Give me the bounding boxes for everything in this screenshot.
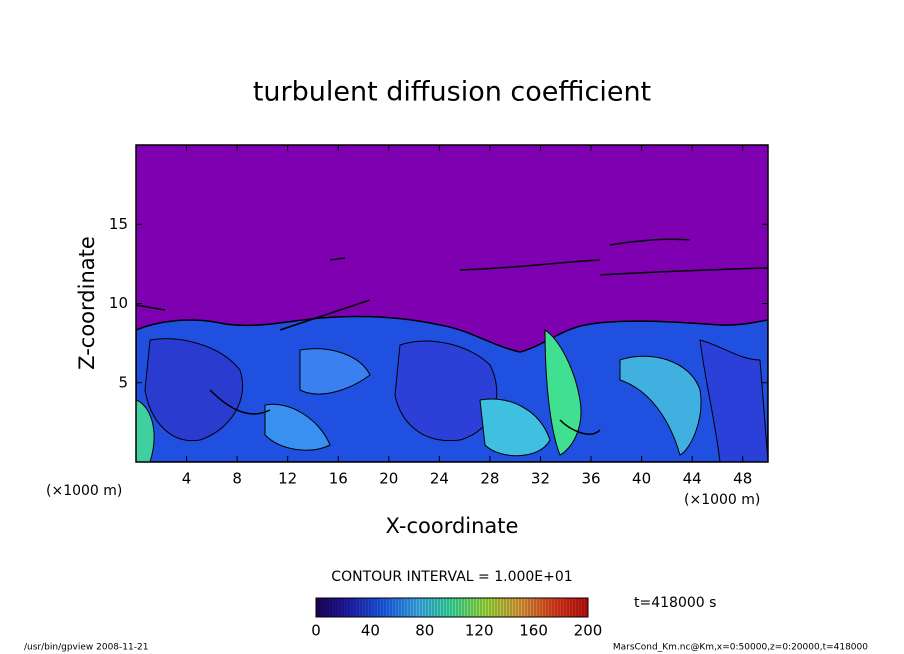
- x-axis-title: X-coordinate: [386, 514, 519, 538]
- y-tick-label: 10: [109, 294, 128, 312]
- x-tick-label: 32: [531, 470, 550, 488]
- colorbar-frame: [315, 597, 589, 618]
- y-tick-label: 15: [109, 215, 128, 233]
- chart-title: turbulent diffusion coefficient: [253, 77, 651, 108]
- x-unit-label: (×1000 m): [46, 483, 122, 499]
- time-label: t=418000 s: [634, 595, 716, 611]
- colorbar-tick-label: 80: [415, 622, 434, 640]
- footer-right: MarsCond_Km.nc@Km,x=0:50000,z=0:20000,t=…: [613, 643, 868, 653]
- colorbar-tick-label: 40: [361, 622, 380, 640]
- x-tick-label: 24: [430, 470, 449, 488]
- colorbar-tick-label: 160: [519, 622, 548, 640]
- x-tick-label: 12: [278, 470, 297, 488]
- footer-left: /usr/bin/gpview 2008-11-21: [24, 643, 148, 653]
- colorbar-stripes: [318, 598, 587, 617]
- x-tick-label: 48: [733, 470, 752, 488]
- x-tick-label: 40: [632, 470, 651, 488]
- x-tick-label: 36: [581, 470, 600, 488]
- x-tick-label: 28: [480, 470, 499, 488]
- colorbar-tick-label: 200: [574, 622, 603, 640]
- contour-interval: CONTOUR INTERVAL = 1.000E+01: [331, 569, 572, 585]
- x-tick-label: 4: [182, 470, 192, 488]
- y-axis-title: Z-coordinate: [75, 236, 99, 370]
- colorbar-tick-label: 120: [465, 622, 494, 640]
- x-tick-label: 44: [683, 470, 702, 488]
- y-tick-label: 5: [118, 373, 128, 391]
- field: [136, 238, 768, 462]
- colorbar-tick-label: 0: [311, 622, 321, 640]
- x-unit-label: (×1000 m): [684, 492, 760, 508]
- x-tick-label: 8: [232, 470, 242, 488]
- x-tick-label: 20: [379, 470, 398, 488]
- x-tick-label: 16: [329, 470, 348, 488]
